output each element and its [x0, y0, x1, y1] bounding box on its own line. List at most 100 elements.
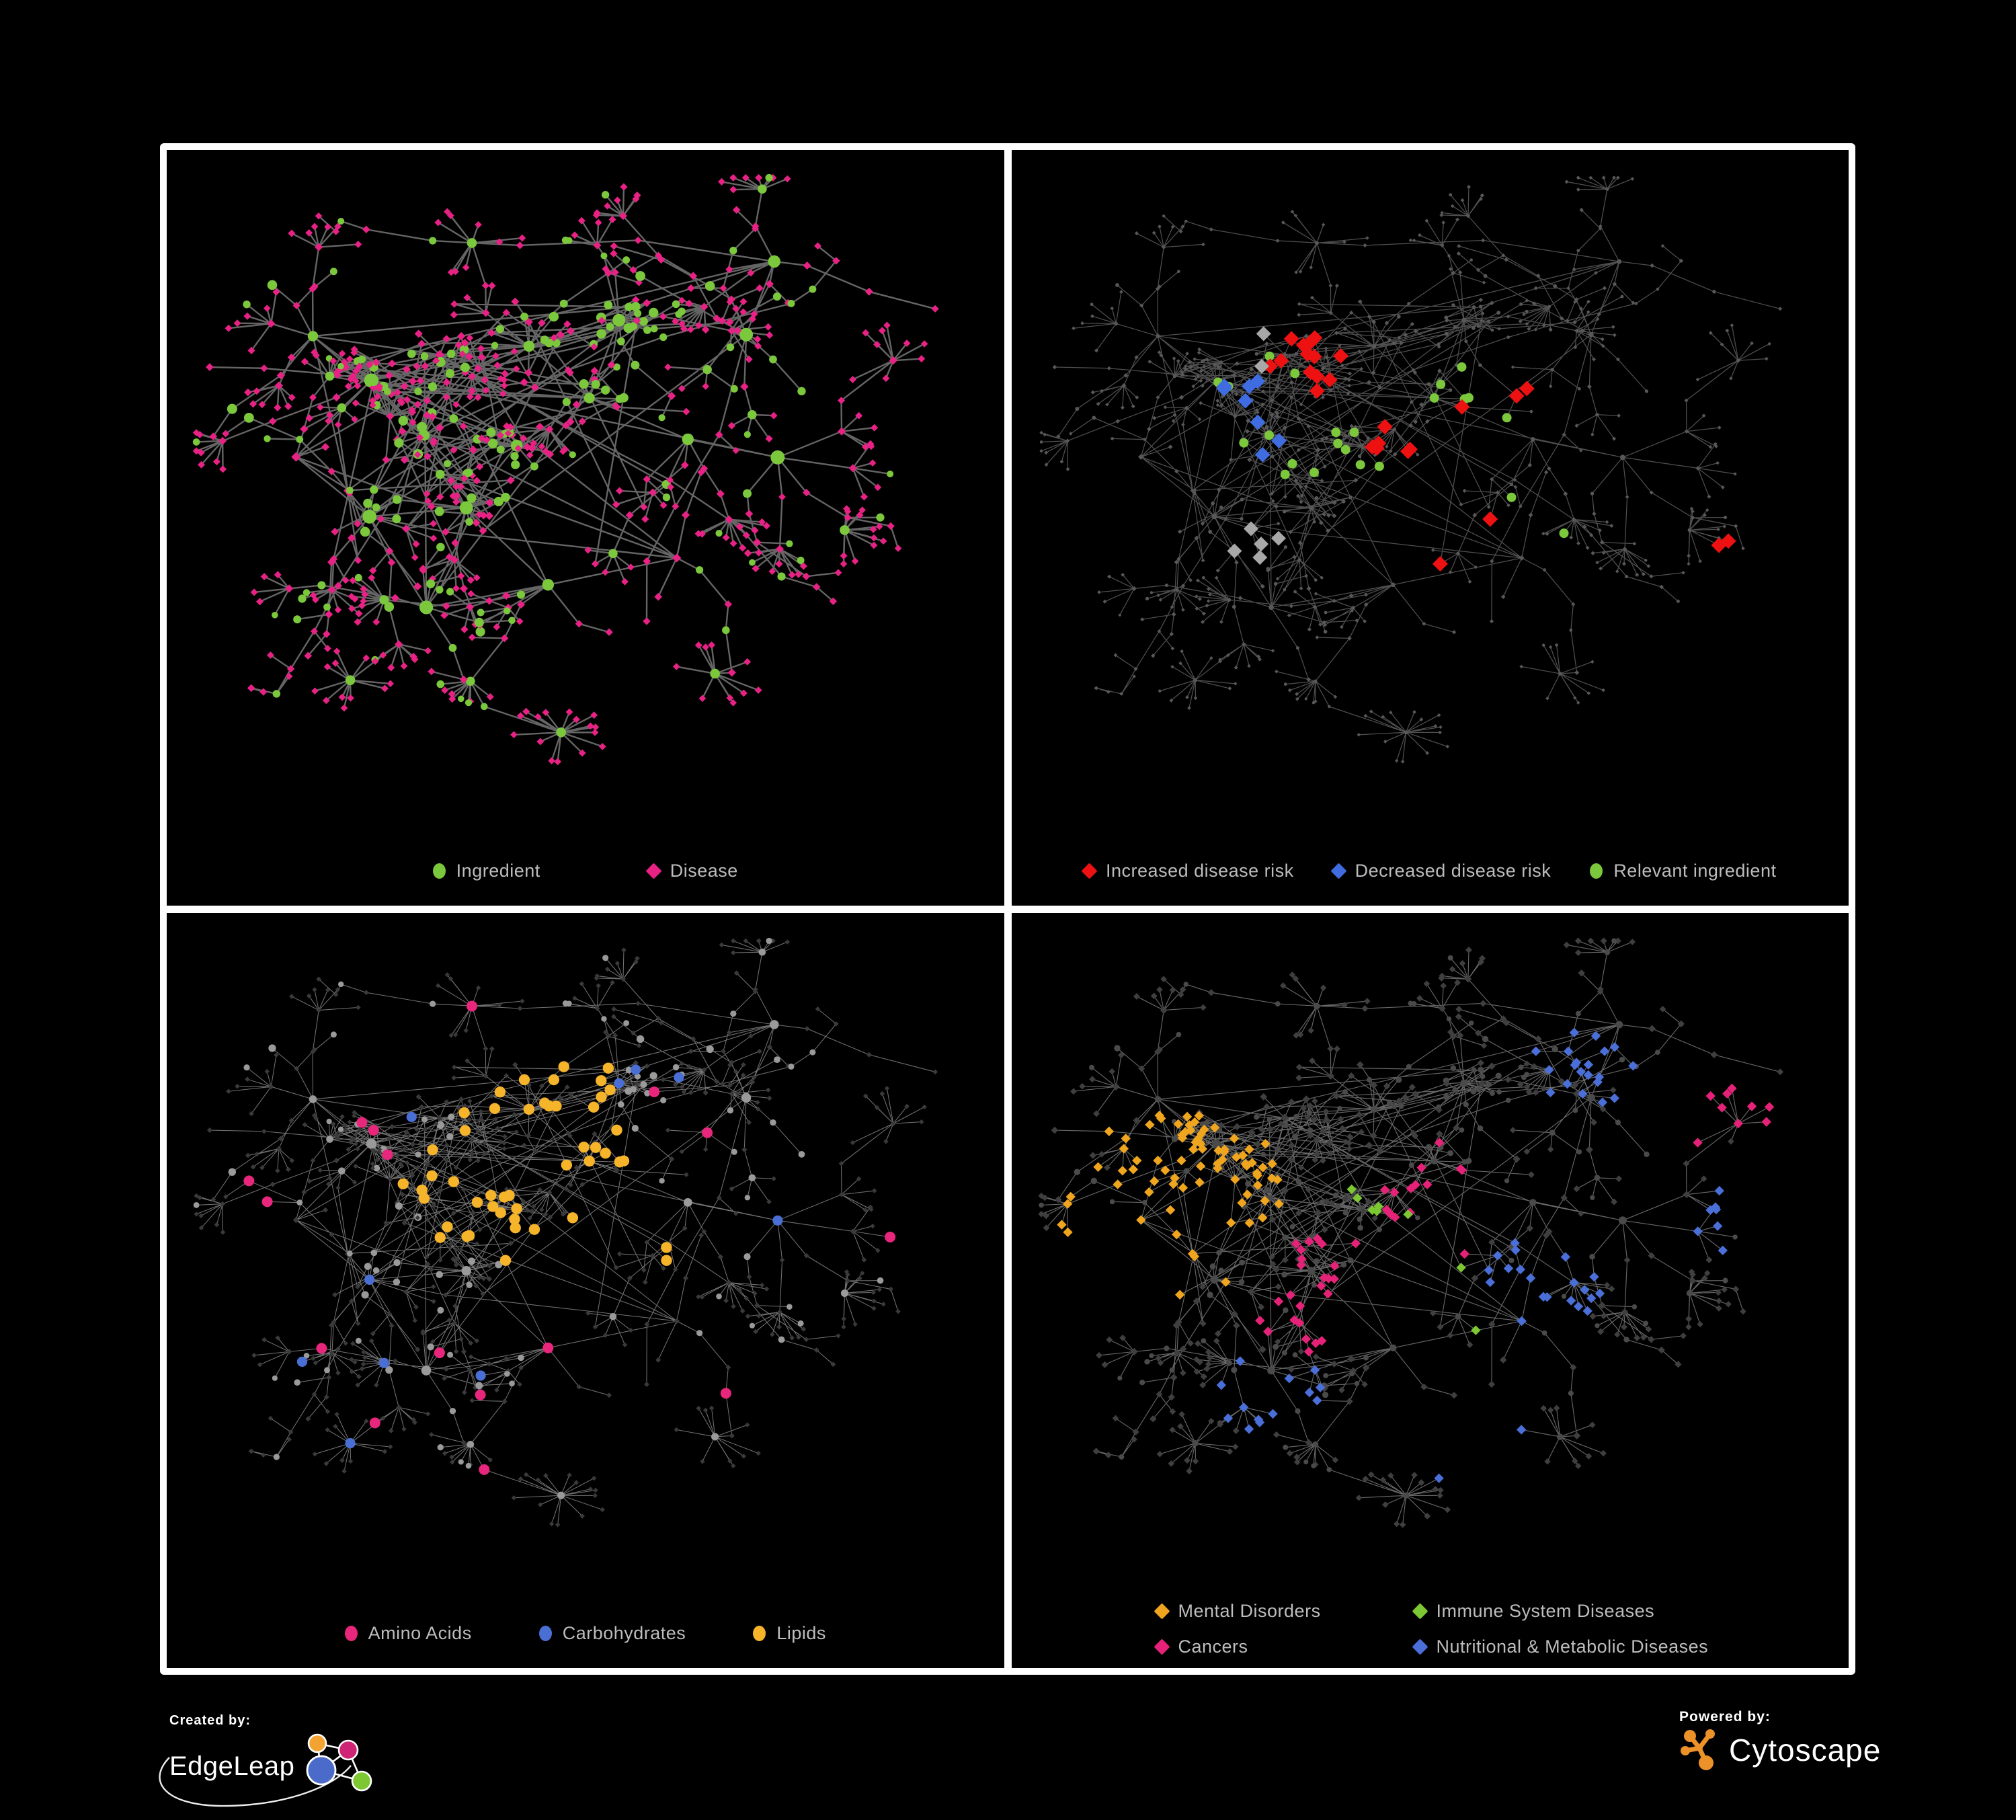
network-node — [1383, 740, 1387, 744]
network-node — [423, 411, 431, 420]
network-node-highlighted — [418, 1192, 430, 1204]
network-node — [1282, 425, 1287, 430]
network-node — [477, 608, 485, 617]
network-node-highlighted — [885, 1231, 896, 1242]
network-node — [590, 711, 598, 719]
network-node — [701, 1066, 707, 1072]
network-node — [520, 378, 528, 387]
network-node — [1219, 403, 1223, 407]
network-node — [797, 556, 805, 564]
network-node — [1586, 691, 1590, 695]
network-node — [871, 1298, 877, 1304]
network-node-highlighted — [1216, 379, 1232, 395]
network-node — [368, 573, 376, 582]
network-node — [322, 1207, 329, 1213]
network-node — [1307, 476, 1312, 481]
network-node — [1150, 992, 1158, 999]
network-node — [631, 302, 641, 312]
network-node — [931, 305, 939, 313]
network-node — [496, 445, 505, 454]
network-node — [259, 1164, 265, 1170]
network-node — [412, 540, 420, 548]
network-node — [770, 1331, 775, 1337]
network-node — [1092, 1109, 1100, 1117]
network-node — [750, 1079, 756, 1084]
network-node — [740, 382, 749, 391]
network-node — [389, 1123, 395, 1130]
network-node — [1291, 555, 1297, 559]
network-node-highlighted — [1310, 1338, 1320, 1348]
network-node-highlighted — [561, 1159, 573, 1171]
network-node — [1720, 342, 1724, 347]
network-node — [334, 421, 342, 428]
network-node — [729, 173, 737, 182]
network-node — [402, 365, 411, 374]
network-node — [1477, 1059, 1484, 1066]
network-node — [1392, 452, 1398, 457]
network-node-highlighted — [487, 1200, 499, 1212]
network-node — [756, 284, 764, 292]
network-node — [1313, 1002, 1320, 1009]
network-node — [1232, 1427, 1240, 1434]
network-node — [1361, 1004, 1369, 1012]
network-node — [605, 628, 613, 636]
network-node — [710, 668, 720, 679]
network-node — [337, 362, 344, 370]
network-node — [1283, 495, 1287, 500]
network-node — [485, 596, 493, 605]
network-node — [465, 1058, 470, 1064]
network-node — [278, 1135, 284, 1141]
network-node — [1599, 1105, 1607, 1113]
network-node — [1395, 1097, 1402, 1104]
network-node — [1447, 1150, 1453, 1156]
network-node — [1399, 341, 1403, 345]
network-node — [1588, 1312, 1597, 1320]
network-node — [272, 288, 280, 296]
network-node — [468, 1353, 474, 1359]
network-node — [1597, 528, 1602, 532]
network-node — [475, 1381, 483, 1389]
network-node — [1450, 204, 1454, 208]
network-node — [430, 1283, 436, 1290]
network-node — [1118, 613, 1121, 617]
network-node-highlighted — [1573, 1301, 1583, 1311]
network-node — [394, 438, 404, 448]
network-node — [1262, 1103, 1271, 1110]
network-node — [765, 173, 773, 182]
network-node — [1724, 328, 1729, 333]
network-node-highlighted — [1254, 446, 1271, 463]
network-node — [332, 1292, 338, 1298]
network-node — [1381, 715, 1385, 719]
network-node — [578, 417, 587, 426]
network-node — [1205, 603, 1209, 608]
network-node — [643, 299, 651, 307]
network-node — [206, 1127, 212, 1133]
network-node — [750, 310, 758, 318]
network-node — [698, 530, 707, 538]
network-node-highlighted — [1583, 1059, 1593, 1070]
network-node — [1205, 1360, 1211, 1368]
network-node — [458, 1336, 464, 1341]
network-node-highlighted — [1456, 362, 1466, 372]
network-node — [596, 329, 606, 339]
network-node — [452, 1320, 458, 1326]
network-node — [374, 1156, 380, 1162]
network-node — [1246, 418, 1250, 423]
network-node — [294, 1378, 300, 1386]
network-node — [437, 1443, 444, 1450]
network-node — [1715, 1297, 1722, 1304]
network-node — [1207, 988, 1215, 996]
network-node — [1354, 1380, 1359, 1386]
network-node — [696, 566, 704, 574]
network-node — [330, 1031, 337, 1037]
network-node — [459, 501, 473, 515]
network-node — [631, 360, 640, 370]
network-node — [1157, 350, 1162, 355]
network-node — [466, 602, 475, 611]
network-node — [363, 498, 373, 508]
network-node — [403, 1288, 409, 1294]
network-node — [1437, 342, 1441, 346]
network-node-highlighted — [1609, 1041, 1619, 1052]
network-node — [423, 397, 432, 405]
